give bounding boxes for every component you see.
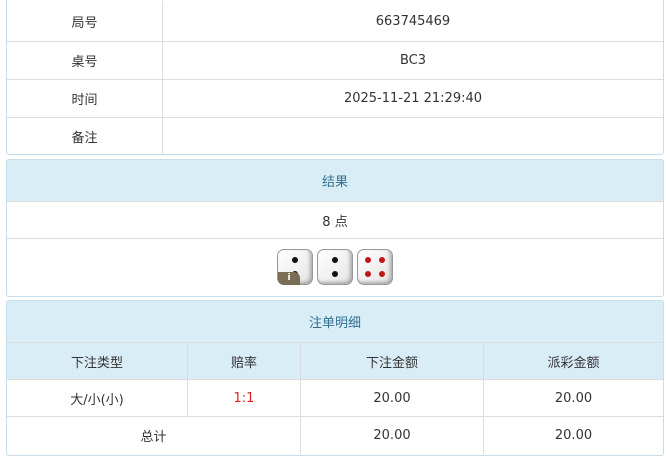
remark-value bbox=[162, 118, 663, 154]
header-payout: 派彩金额 bbox=[483, 343, 663, 379]
total-amount: 20.00 bbox=[300, 417, 483, 454]
bets-header-row: 下注类型 赔率 下注金额 派彩金额 bbox=[7, 342, 663, 379]
time-label: 时间 bbox=[71, 93, 98, 108]
die-2 bbox=[317, 248, 353, 285]
die-pip bbox=[332, 270, 338, 277]
table-value: BC3 bbox=[162, 42, 663, 79]
die-pip bbox=[365, 256, 371, 263]
result-panel: 结果 8 点 i bbox=[6, 159, 664, 297]
info-row-time: 时间 2025-11-21 21:29:40 bbox=[7, 79, 663, 117]
bet-type: 大/小(小) bbox=[70, 392, 124, 408]
bets-title: 注单明细 bbox=[7, 301, 663, 342]
total-label: 总计 bbox=[140, 430, 167, 445]
die-pip bbox=[365, 270, 371, 277]
total-payout: 20.00 bbox=[483, 417, 663, 454]
time-value: 2025-11-21 21:29:40 bbox=[162, 80, 663, 117]
result-points: 8 点 bbox=[7, 201, 663, 238]
info-row-table: 桌号 BC3 bbox=[7, 41, 663, 79]
dice-row: i bbox=[7, 238, 663, 294]
info-row-round: 局号 663745469 bbox=[7, 0, 663, 41]
bet-amount: 20.00 bbox=[300, 380, 483, 416]
die-pip bbox=[292, 256, 298, 263]
round-label: 局号 bbox=[71, 15, 98, 31]
die-pip bbox=[379, 256, 385, 263]
odds: 1:1 bbox=[187, 380, 300, 416]
result-title: 结果 bbox=[7, 160, 663, 201]
die-2: i bbox=[277, 248, 313, 285]
total-row: 总计 20.00 20.00 bbox=[7, 416, 663, 454]
header-bet-type: 下注类型 bbox=[70, 355, 123, 371]
info-icon[interactable]: i bbox=[278, 271, 300, 285]
die-pip bbox=[379, 270, 385, 277]
remark-label: 备注 bbox=[71, 130, 98, 146]
dice-group: i bbox=[277, 248, 393, 285]
payout: 20.00 bbox=[483, 380, 663, 416]
die-4 bbox=[357, 248, 393, 285]
bets-panel: 注单明细 下注类型 赔率 下注金额 派彩金额 大/小(小) 1:1 20.00 … bbox=[6, 300, 664, 456]
info-row-remark: 备注 bbox=[7, 117, 663, 154]
table-row: 大/小(小) 1:1 20.00 20.00 bbox=[7, 379, 663, 416]
die-pip bbox=[332, 256, 338, 263]
round-value: 663745469 bbox=[162, 1, 663, 41]
header-bet-amount: 下注金额 bbox=[300, 343, 483, 379]
info-panel: 局号 663745469 桌号 BC3 时间 2025-11-21 21:29:… bbox=[6, 0, 664, 155]
table-label: 桌号 bbox=[71, 55, 98, 70]
header-odds: 赔率 bbox=[187, 343, 300, 379]
